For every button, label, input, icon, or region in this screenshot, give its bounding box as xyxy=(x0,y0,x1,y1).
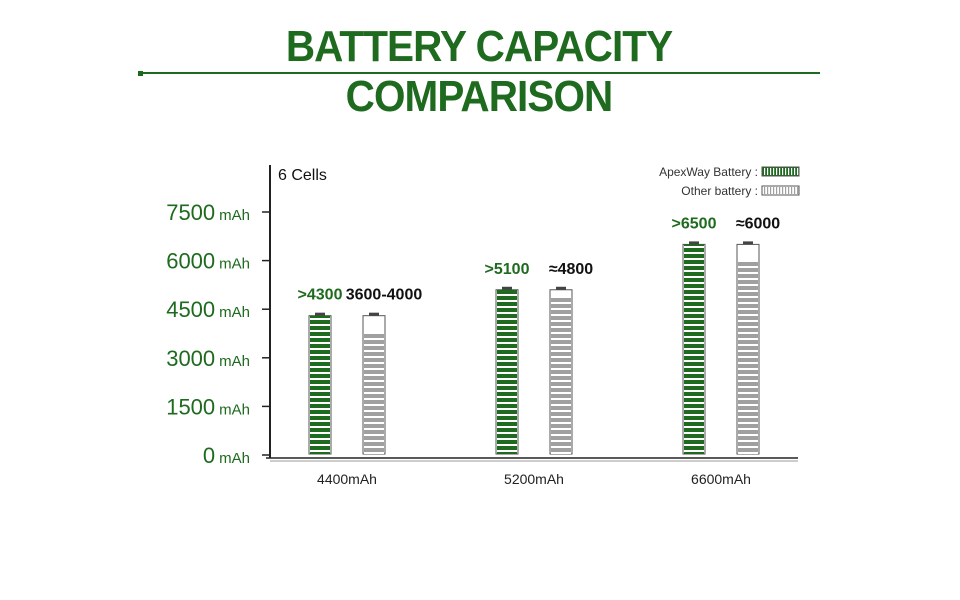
x-tick-label: 6600mAh xyxy=(691,471,751,487)
other-bar xyxy=(362,312,386,455)
apexway-data-label: >5100 xyxy=(485,261,530,278)
apexway-bar xyxy=(495,286,519,455)
other-data-label: ≈4800 xyxy=(549,261,593,278)
y-tick-label: 1500 mAh xyxy=(166,394,250,419)
apexway-bar xyxy=(682,241,706,455)
other-data-label: ≈6000 xyxy=(736,215,780,232)
legend-swatch xyxy=(761,185,800,196)
apexway-bar xyxy=(308,312,332,455)
x-tick-label: 5200mAh xyxy=(504,471,564,487)
page-title: BATTERY CAPACITY COMPARISON xyxy=(285,22,673,121)
apexway-data-label: >6500 xyxy=(672,215,717,232)
y-tick-label: 3000 mAh xyxy=(166,346,250,371)
other-bar xyxy=(736,241,760,455)
apexway-data-label: >4300 xyxy=(298,287,343,304)
y-tick-label: 4500 mAh xyxy=(166,297,250,322)
y-tick-label: 6000 mAh xyxy=(166,249,250,274)
title-underline xyxy=(138,72,820,74)
title-underline-mark xyxy=(138,71,143,76)
legend-swatch xyxy=(761,166,800,177)
legend-label: Other battery : xyxy=(681,184,758,198)
cells-annotation: 6 Cells xyxy=(278,167,327,184)
x-tick-label: 4400mAh xyxy=(317,471,377,487)
y-tick-label: 7500 mAh xyxy=(166,200,250,225)
other-bar xyxy=(549,286,573,455)
other-data-label: 3600-4000 xyxy=(346,287,423,304)
y-tick-label: 0 mAh xyxy=(203,443,250,468)
legend-label: ApexWay Battery : xyxy=(659,165,758,179)
